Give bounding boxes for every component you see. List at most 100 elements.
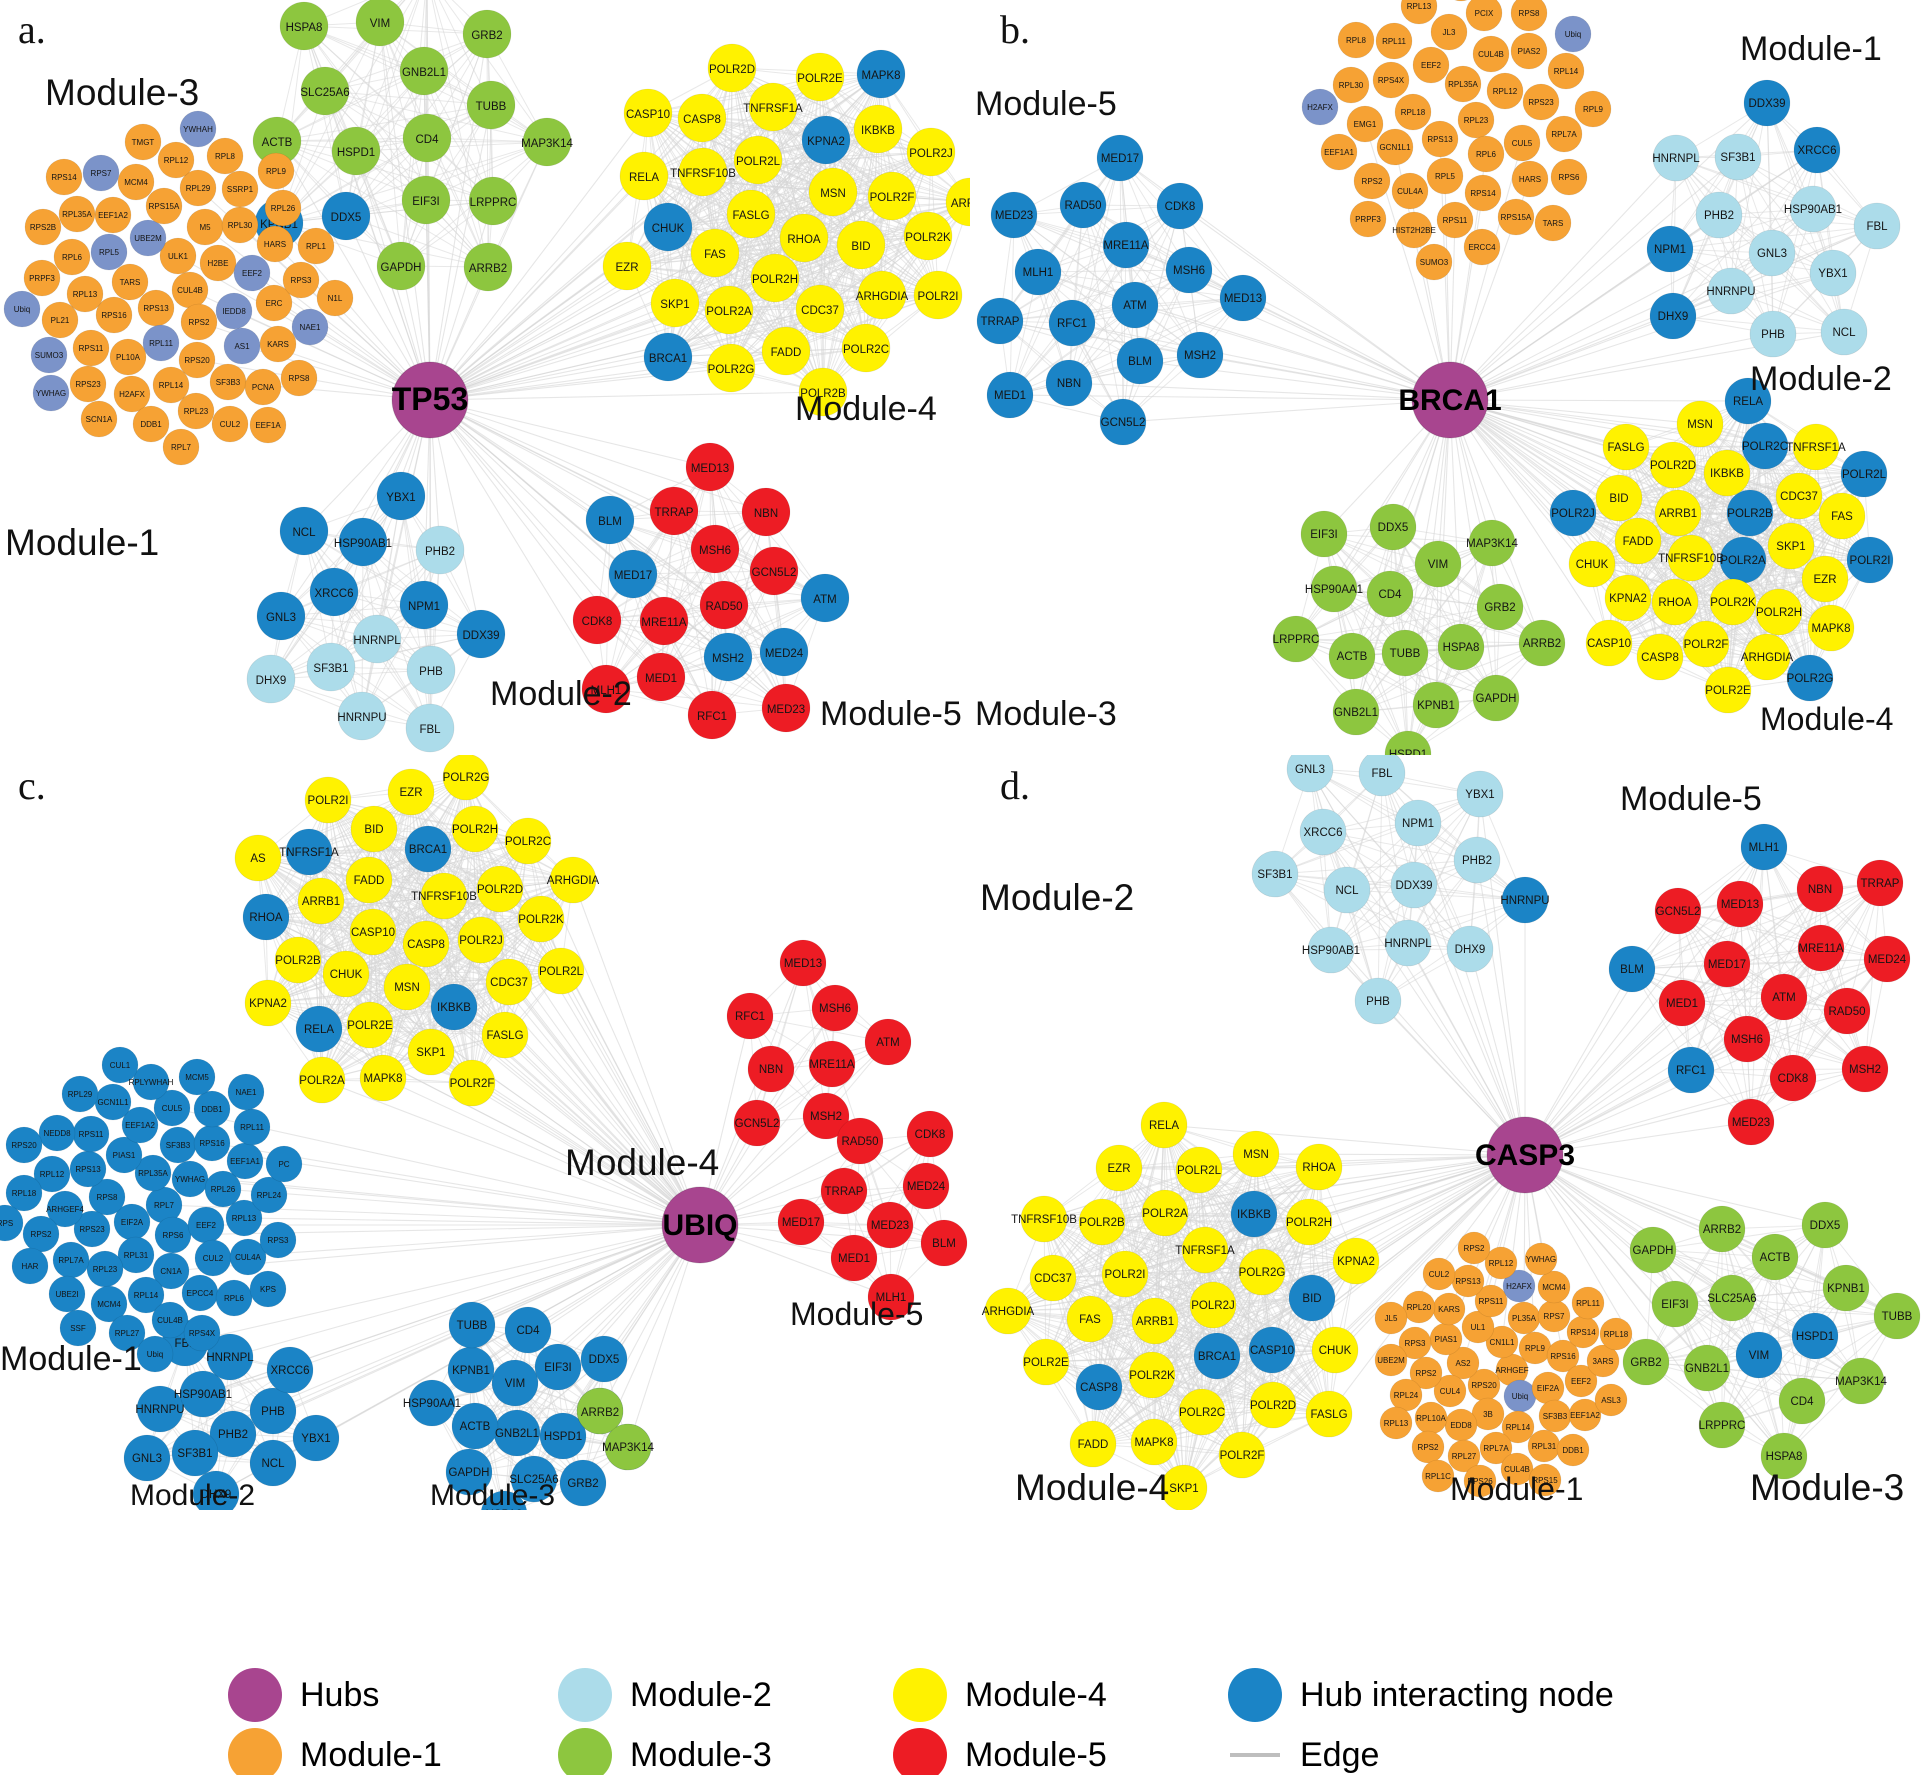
svg-text:RPS13: RPS13 <box>75 1165 101 1174</box>
svg-text:Module-4: Module-4 <box>965 1676 1107 1714</box>
svg-text:KARS: KARS <box>1438 1305 1460 1314</box>
svg-text:Module-5: Module-5 <box>820 695 962 733</box>
svg-text:RPS3: RPS3 <box>268 1236 289 1245</box>
svg-text:SLC25A6: SLC25A6 <box>300 87 349 99</box>
svg-text:RHOA: RHOA <box>249 912 283 924</box>
svg-text:HNRNPU: HNRNPU <box>1706 286 1755 298</box>
svg-text:ARRB2: ARRB2 <box>469 263 507 275</box>
svg-text:CUL2: CUL2 <box>1429 1270 1450 1279</box>
svg-text:UBE2I: UBE2I <box>55 1290 78 1299</box>
svg-text:PL21: PL21 <box>51 316 70 325</box>
svg-text:CUL5: CUL5 <box>1512 139 1533 148</box>
svg-text:RPS6: RPS6 <box>1559 173 1580 182</box>
svg-text:SKP1: SKP1 <box>1776 541 1805 553</box>
svg-text:RPS23: RPS23 <box>75 380 101 389</box>
svg-text:MED23: MED23 <box>871 1220 909 1232</box>
svg-text:RPL5: RPL5 <box>1435 172 1456 181</box>
svg-text:HARS: HARS <box>264 240 286 249</box>
svg-text:RELA: RELA <box>304 1024 334 1036</box>
svg-text:FASLG: FASLG <box>1310 1409 1347 1421</box>
svg-text:PHB: PHB <box>1761 329 1785 341</box>
svg-text:MED17: MED17 <box>614 570 652 582</box>
svg-text:FASLG: FASLG <box>732 210 769 222</box>
svg-text:ARRB2: ARRB2 <box>1523 638 1561 650</box>
svg-text:ARHGDIA: ARHGDIA <box>856 291 909 303</box>
svg-text:RPS23: RPS23 <box>1528 98 1554 107</box>
svg-text:Module-4: Module-4 <box>795 390 937 428</box>
svg-text:MSN: MSN <box>1243 1149 1269 1161</box>
svg-text:MAPK8: MAPK8 <box>1812 623 1851 635</box>
svg-text:RPL6: RPL6 <box>62 253 83 262</box>
svg-text:RPL8: RPL8 <box>1346 36 1367 45</box>
svg-text:EMG1: EMG1 <box>1354 120 1377 129</box>
svg-text:RAD50: RAD50 <box>1828 1006 1865 1018</box>
svg-text:EEF2: EEF2 <box>1571 1377 1592 1386</box>
svg-text:POLR2I: POLR2I <box>1850 555 1891 567</box>
svg-text:YWHAG: YWHAG <box>1526 1255 1556 1264</box>
svg-text:NBN: NBN <box>1057 378 1081 390</box>
svg-text:EZR: EZR <box>400 787 423 799</box>
svg-text:RPL23: RPL23 <box>184 407 209 416</box>
svg-text:NBN: NBN <box>759 1064 783 1076</box>
svg-text:RFC1: RFC1 <box>1057 318 1087 330</box>
svg-text:EEF1A2: EEF1A2 <box>125 1121 155 1130</box>
svg-text:POLR2D: POLR2D <box>709 64 755 76</box>
svg-text:MED17: MED17 <box>1101 153 1139 165</box>
svg-text:NAE1: NAE1 <box>236 1088 257 1097</box>
svg-text:POLR2C: POLR2C <box>1179 1407 1225 1419</box>
svg-text:MED13: MED13 <box>1721 899 1759 911</box>
svg-text:FADD: FADD <box>1078 1439 1109 1451</box>
svg-text:RPL18: RPL18 <box>12 1189 37 1198</box>
svg-text:MED23: MED23 <box>1732 1117 1770 1129</box>
svg-text:MCM4: MCM4 <box>97 1300 121 1309</box>
svg-text:Module-2: Module-2 <box>1750 360 1892 398</box>
svg-text:RPS3: RPS3 <box>1405 1339 1426 1348</box>
svg-text:RPL35A: RPL35A <box>138 1169 168 1178</box>
svg-text:Module-4: Module-4 <box>565 1142 719 1183</box>
svg-text:NBN: NBN <box>754 508 778 520</box>
svg-text:Module-3: Module-3 <box>430 1479 555 1510</box>
svg-text:RPS14: RPS14 <box>1470 189 1496 198</box>
svg-text:EEF1A1: EEF1A1 <box>230 1157 260 1166</box>
svg-text:LRPPRC: LRPPRC <box>1699 1420 1746 1432</box>
svg-text:MCM4: MCM4 <box>124 178 148 187</box>
svg-text:RPL35A: RPL35A <box>62 210 92 219</box>
svg-text:TRRAP: TRRAP <box>1861 878 1900 890</box>
svg-text:RPS20: RPS20 <box>184 356 210 365</box>
svg-text:RPS2: RPS2 <box>1464 1244 1485 1253</box>
svg-text:POLR2I: POLR2I <box>1105 1269 1146 1281</box>
svg-text:NEDD8: NEDD8 <box>43 1129 71 1138</box>
svg-text:NCL: NCL <box>292 527 316 539</box>
svg-text:POLR2E: POLR2E <box>797 73 843 85</box>
svg-text:RPL23: RPL23 <box>1464 116 1489 125</box>
svg-text:MED1: MED1 <box>645 673 677 685</box>
svg-text:MSN: MSN <box>394 982 420 994</box>
svg-text:EEF2: EEF2 <box>1421 61 1442 70</box>
svg-text:SF3B1: SF3B1 <box>1720 152 1755 164</box>
svg-text:HNRNPU: HNRNPU <box>135 1404 184 1416</box>
svg-text:RPL14: RPL14 <box>1554 67 1579 76</box>
svg-text:KPNA2: KPNA2 <box>249 998 287 1010</box>
svg-text:PL10A: PL10A <box>116 353 141 362</box>
svg-text:EEF1A: EEF1A <box>255 421 281 430</box>
svg-text:GNB2L1: GNB2L1 <box>402 67 446 79</box>
svg-text:Module-2: Module-2 <box>630 1676 772 1714</box>
svg-text:RPL7: RPL7 <box>154 1201 175 1210</box>
svg-text:VIM: VIM <box>505 1378 525 1390</box>
svg-text:PHB2: PHB2 <box>218 1429 248 1441</box>
svg-text:RHOA: RHOA <box>1658 597 1692 609</box>
svg-text:PCNA: PCNA <box>252 383 275 392</box>
svg-text:EIF3I: EIF3I <box>412 196 439 208</box>
svg-text:RPL6: RPL6 <box>1476 150 1497 159</box>
svg-text:POLR2K: POLR2K <box>1129 1370 1175 1382</box>
svg-text:MAPK8: MAPK8 <box>364 1073 403 1085</box>
svg-text:RPL10A: RPL10A <box>1416 1414 1446 1423</box>
svg-text:BLM: BLM <box>1620 964 1644 976</box>
svg-text:ARHGEF: ARHGEF <box>1495 1366 1528 1375</box>
svg-text:TMGT: TMGT <box>132 138 155 147</box>
svg-text:CUL1: CUL1 <box>110 1061 131 1070</box>
svg-text:MSN: MSN <box>1687 419 1713 431</box>
svg-text:RPS4X: RPS4X <box>1378 76 1405 85</box>
svg-text:IKBKB: IKBKB <box>437 1002 471 1014</box>
svg-text:ASL3: ASL3 <box>1601 1396 1621 1405</box>
